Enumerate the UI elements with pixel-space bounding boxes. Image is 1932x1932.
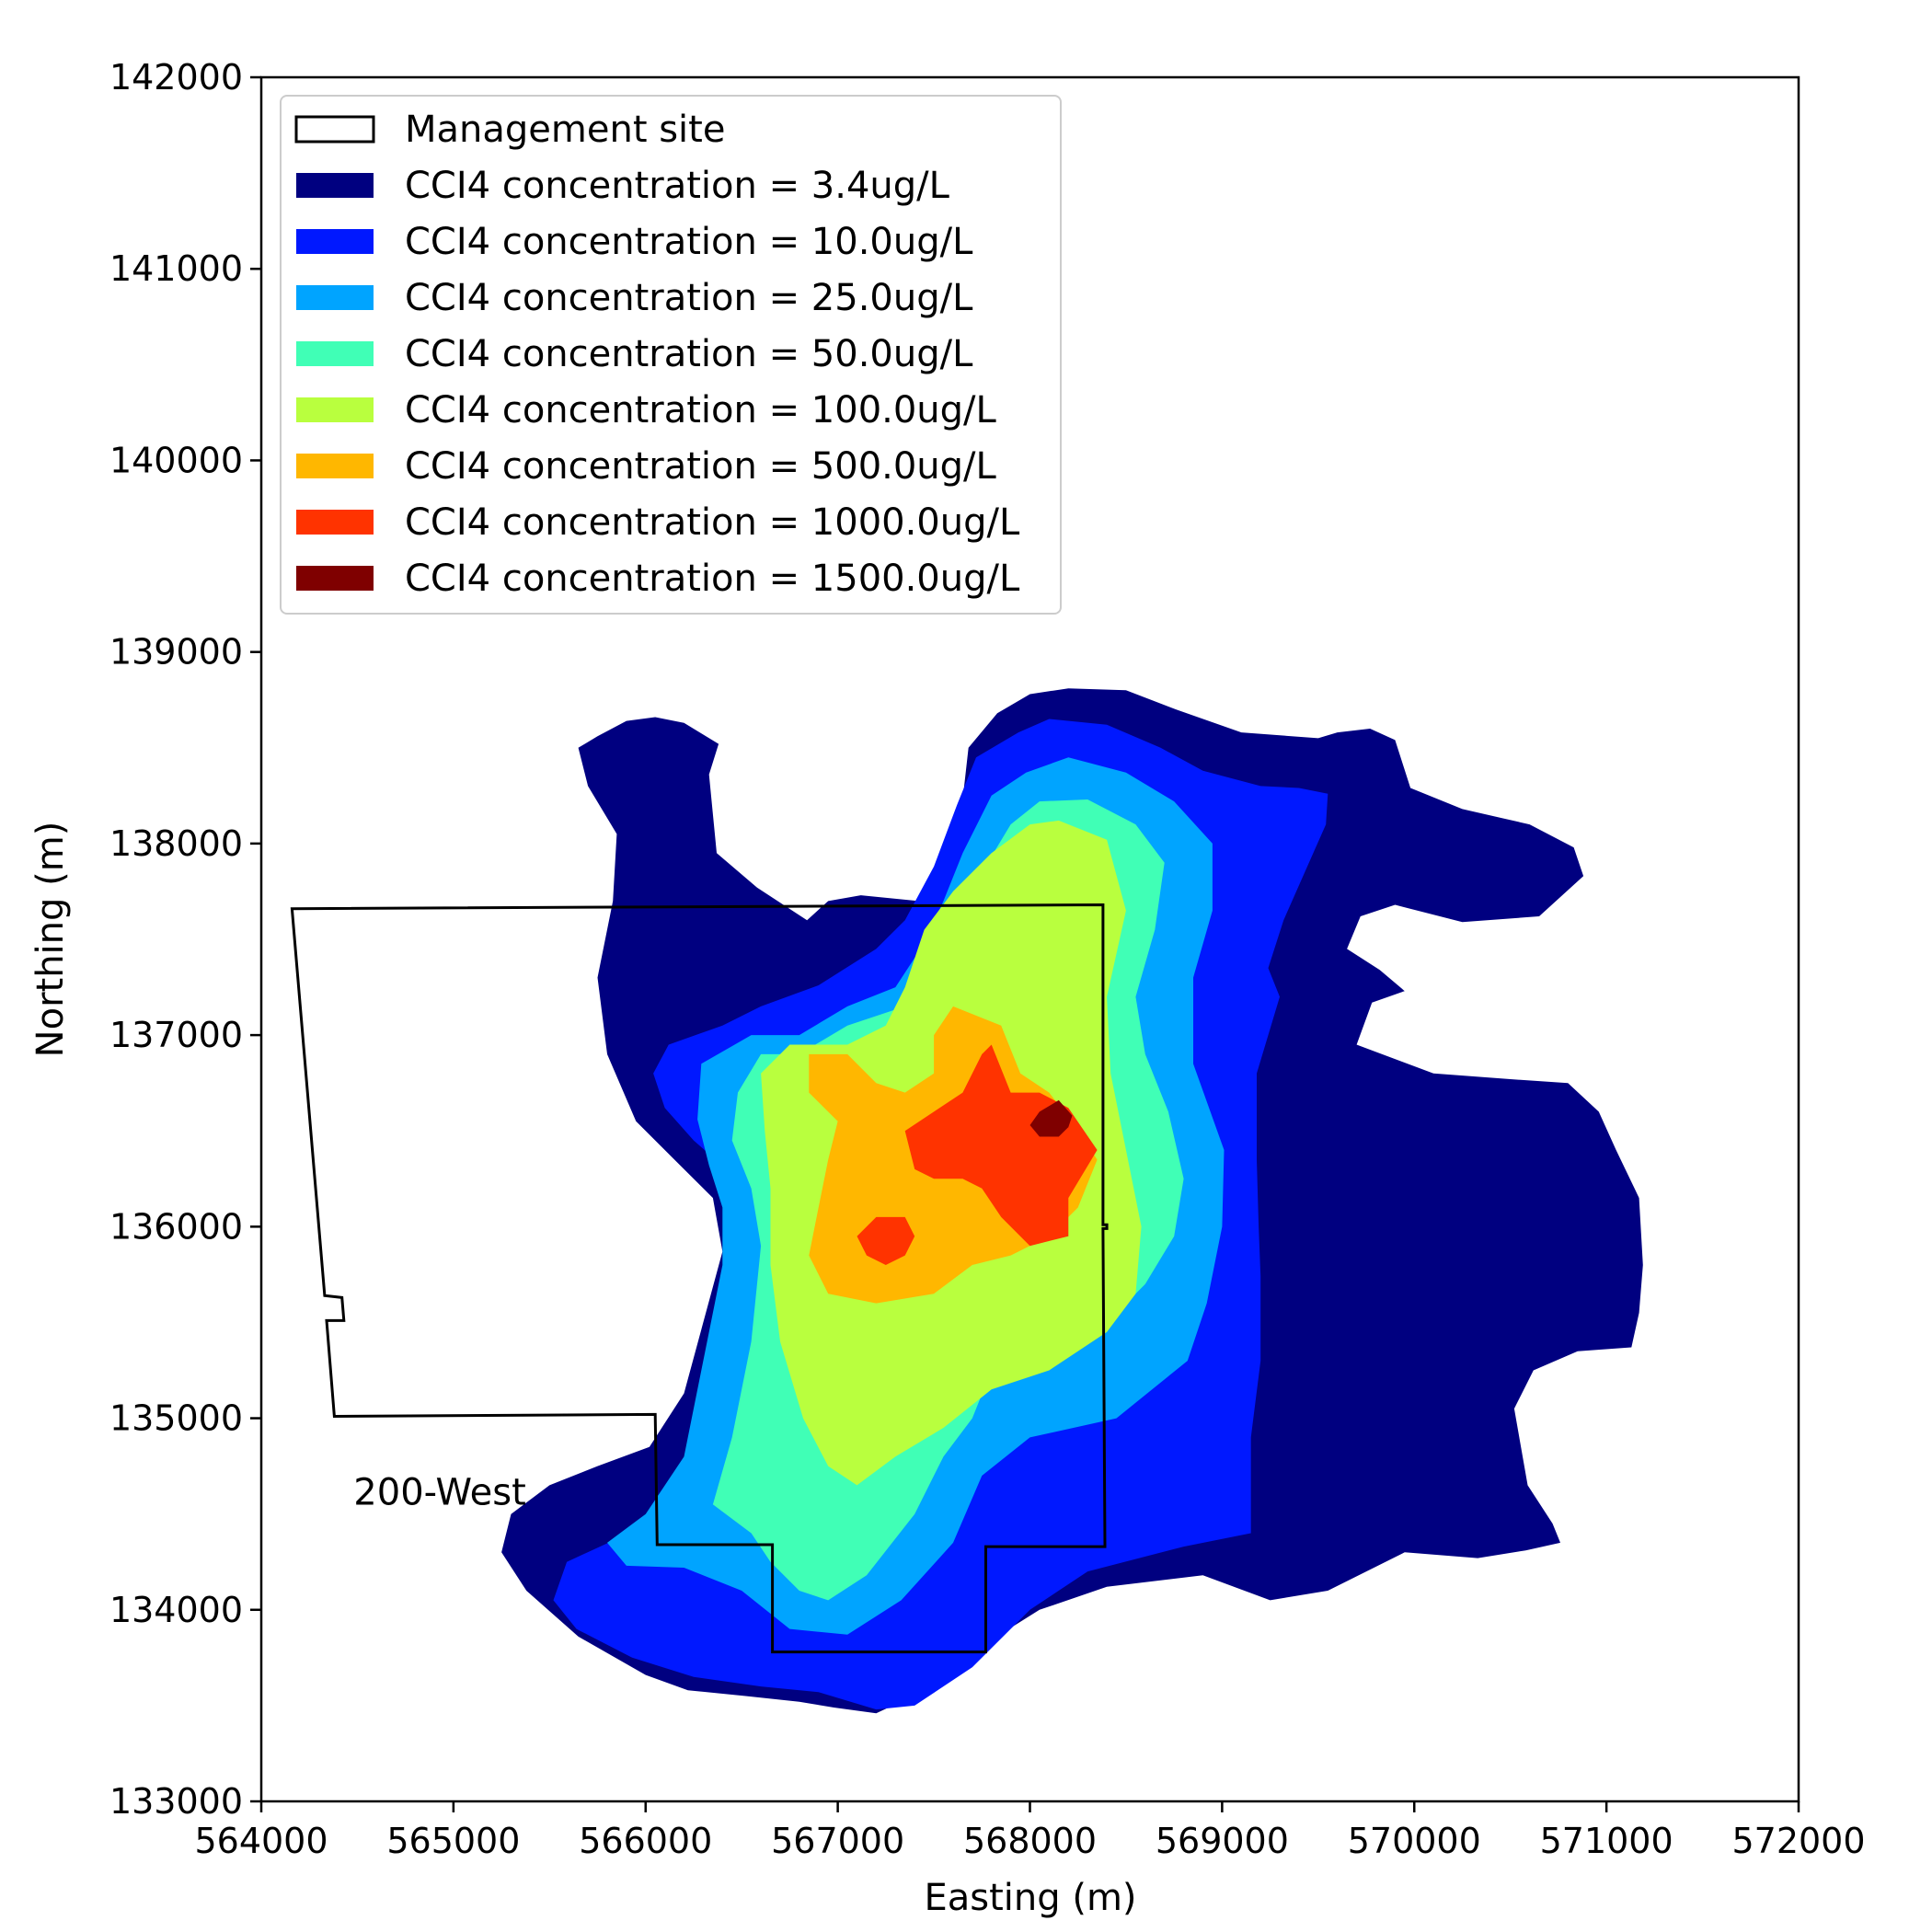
legend-swatch [296, 397, 374, 422]
x-tick-label: 565000 [386, 1821, 520, 1861]
legend-swatch [296, 229, 374, 254]
legend-label: CCI4 concentration = 1500.0ug/L [405, 558, 1020, 600]
x-tick-label: 566000 [579, 1821, 712, 1861]
legend-label: CCI4 concentration = 50.0ug/L [405, 333, 973, 375]
y-tick-label: 133000 [109, 1781, 243, 1822]
contour-level-7-part-2 [857, 1216, 915, 1265]
legend-swatch [296, 173, 374, 198]
legend: Management site CCI4 concentration = 3.4u… [280, 95, 1062, 615]
legend-swatch-outline [294, 115, 375, 144]
contour-level-8 [1029, 1099, 1073, 1137]
legend-swatch [296, 285, 374, 310]
x-tick-label: 567000 [771, 1821, 904, 1861]
legend-swatch [296, 566, 374, 591]
plume-contours [501, 688, 1643, 1714]
y-tick-label: 134000 [109, 1590, 243, 1630]
legend-items: Management site CCI4 concentration = 3.4u… [294, 109, 1020, 600]
contour-level-7 [904, 1044, 1098, 1247]
y-tick-label: 136000 [109, 1206, 243, 1247]
legend-swatch [296, 341, 374, 366]
area-annotation: 200-West [353, 1471, 526, 1513]
legend-swatch [296, 510, 374, 535]
x-axis-label: Easting (m) [924, 1877, 1136, 1919]
x-tick-label: 564000 [194, 1821, 328, 1861]
y-tick-label: 140000 [109, 440, 243, 480]
management-site-outline [290, 903, 1109, 1654]
legend-label: CCI4 concentration = 100.0ug/L [405, 389, 997, 431]
y-tick-label: 142000 [109, 57, 243, 98]
x-axis-ticks: 564000 565000 566000 567000 568000 569000 5700… [194, 1801, 1866, 1861]
x-tick-label: 570000 [1348, 1821, 1481, 1861]
legend-label: CCI4 concentration = 10.0ug/L [405, 221, 973, 263]
x-tick-label: 569000 [1156, 1821, 1289, 1861]
legend-label: CCI4 concentration = 25.0ug/L [405, 277, 973, 319]
legend-frame [280, 95, 1062, 615]
y-tick-label: 139000 [109, 632, 243, 673]
y-tick-label: 141000 [109, 248, 243, 289]
legend-label: CCI4 concentration = 500.0ug/L [405, 445, 997, 488]
legend-label: CCI4 concentration = 3.4ug/L [405, 165, 950, 207]
legend-swatch [296, 454, 374, 478]
y-axis-label: Northing (m) [29, 822, 72, 1058]
x-tick-label: 571000 [1540, 1821, 1673, 1861]
x-tick-label: 572000 [1731, 1821, 1865, 1861]
y-tick-label: 137000 [109, 1015, 243, 1055]
management-site-layer [290, 903, 1109, 1654]
y-tick-label: 138000 [109, 823, 243, 864]
legend-label: CCI4 concentration = 1000.0ug/L [405, 501, 1020, 544]
x-tick-label: 568000 [963, 1821, 1097, 1861]
y-tick-label: 135000 [109, 1398, 243, 1439]
y-axis-ticks: 133000 134000 135000 136000 137000 138000 1390… [109, 57, 261, 1822]
legend-label: Management site [405, 109, 725, 151]
